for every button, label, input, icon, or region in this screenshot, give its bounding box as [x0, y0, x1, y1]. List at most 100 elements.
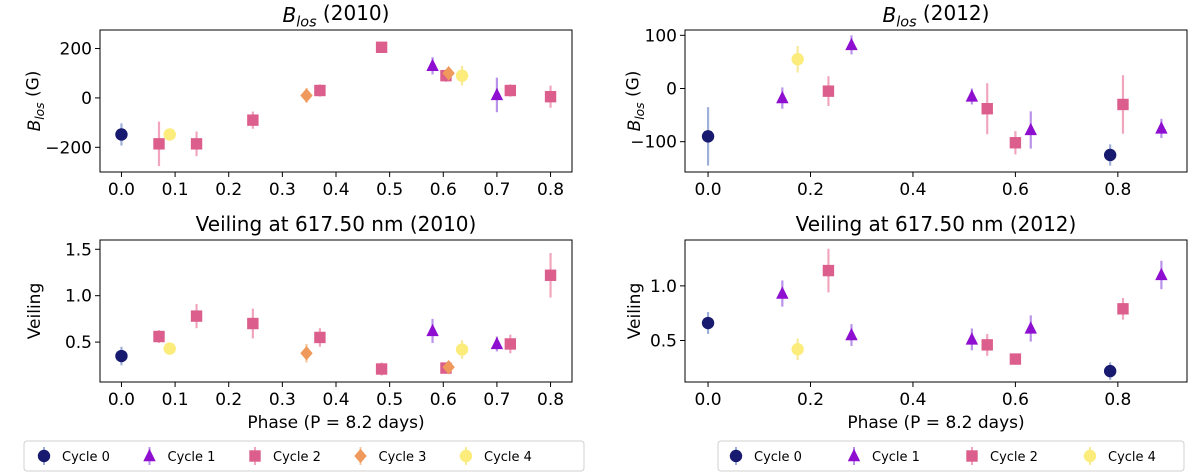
legend-marker	[459, 449, 473, 463]
legend-marker	[37, 449, 51, 463]
series-cycle-3	[300, 343, 455, 375]
panel-title: Veiling at 617.50 nm (2012)	[796, 212, 1077, 236]
legend-entry: Cycle 2	[966, 447, 1038, 465]
y-tick-label: 0.5	[650, 331, 677, 351]
axes-frame	[684, 29, 1188, 173]
data-point	[115, 349, 128, 363]
data-point	[845, 327, 858, 341]
x-tick-label: 0.6	[430, 180, 457, 200]
x-tick-label: 0.8	[1104, 390, 1131, 410]
chart-panel-1: 0.0 0.1 0.2 0.3 0.4 0.5 0.6 0.7 0.8 −200 0 200 Blos …	[23, 1, 573, 200]
legend-1: Cycle 0 Cycle 1 Cycle 2 Cycle 3 Cycle 4	[23, 440, 585, 472]
x-tick-label: 0.2	[215, 180, 242, 200]
y-tick-label: 200	[60, 40, 92, 60]
x-tick-label: 0.8	[1104, 180, 1131, 200]
legend-entry: Cycle 2	[249, 447, 321, 465]
data-point	[776, 90, 789, 104]
y-axis-label: Blos (G)	[23, 71, 46, 132]
data-point	[981, 103, 993, 115]
data-point	[247, 317, 259, 330]
x-tick-label: 0.0	[108, 180, 135, 200]
data-point	[965, 332, 979, 345]
x-tick-label: 0.8	[537, 180, 564, 200]
data-point	[314, 84, 326, 97]
series-cycle-4	[791, 45, 804, 73]
y-tick-label: 100	[645, 26, 677, 46]
data-point	[701, 130, 715, 143]
legend-entry: Cycle 1	[143, 447, 215, 465]
data-point	[115, 128, 128, 141]
series-cycle-1	[776, 35, 1168, 149]
data-point	[190, 138, 203, 150]
data-point	[375, 363, 388, 375]
data-point	[1103, 148, 1117, 162]
axes-frame	[99, 29, 573, 173]
data-point	[791, 53, 804, 66]
data-point	[426, 323, 439, 337]
series-cycle-2	[822, 248, 1129, 365]
data-point	[776, 286, 789, 299]
data-point	[314, 331, 326, 344]
x-tick-label: 0.4	[322, 390, 349, 410]
series-cycle-2	[822, 75, 1129, 155]
x-tick-label: 0.1	[162, 390, 189, 410]
legend-label: Cycle 4	[484, 450, 532, 465]
x-tick-label: 0.2	[797, 180, 824, 200]
data-point	[1103, 364, 1117, 378]
legend-marker	[249, 450, 261, 462]
y-axis-label: Blos (G)	[623, 71, 646, 132]
data-point	[442, 359, 455, 375]
legend-label: Cycle 0	[62, 450, 110, 465]
x-axis-label: Phase (P = 8.2 days)	[247, 413, 424, 433]
y-axis-label: Veiling	[25, 283, 45, 340]
data-point	[300, 88, 313, 103]
y-tick-label: 1.0	[65, 287, 92, 307]
data-point	[822, 264, 835, 277]
data-point	[190, 310, 203, 322]
data-point	[791, 343, 804, 356]
legend-entry: Cycle 3	[354, 447, 426, 465]
legend-entry: Cycle 4	[459, 447, 532, 465]
series-cycle-2	[153, 252, 557, 376]
data-point	[701, 316, 715, 330]
series-cycle-0	[115, 346, 128, 366]
series-cycle-4	[791, 338, 804, 361]
x-tick-label: 0.4	[899, 180, 926, 200]
x-tick-label: 0.5	[376, 180, 403, 200]
data-point	[1024, 321, 1037, 334]
legend-marker	[966, 450, 978, 462]
series-cycle-1	[776, 260, 1168, 351]
data-point	[442, 66, 455, 81]
x-tick-label: 0.1	[162, 180, 189, 200]
panel-title: Blos (2012)	[883, 1, 990, 30]
data-point	[504, 338, 517, 350]
y-tick-label: 1.0	[650, 277, 677, 297]
data-point	[845, 37, 858, 51]
x-tick-label: 0.7	[483, 390, 510, 410]
data-point	[426, 58, 439, 72]
data-point	[490, 336, 504, 350]
data-point	[981, 339, 993, 351]
data-point	[1117, 303, 1129, 315]
legend-label: Cycle 4	[1108, 450, 1156, 465]
legend-label: Cycle 0	[754, 450, 802, 465]
legend-label: Cycle 1	[168, 450, 216, 465]
x-tick-label: 0.3	[269, 180, 296, 200]
data-point	[1155, 121, 1168, 134]
x-tick-label: 0.6	[1002, 180, 1029, 200]
data-point	[1155, 267, 1168, 281]
data-point	[504, 84, 517, 97]
axes-frame	[99, 239, 573, 383]
data-point	[163, 342, 176, 355]
y-tick-label: −100	[630, 133, 677, 153]
legend-entry: Cycle 0	[37, 447, 110, 465]
legend-marker	[143, 448, 156, 462]
series-cycle-3	[300, 66, 455, 103]
x-tick-label: 0.7	[483, 180, 510, 200]
y-tick-label: 0.5	[65, 333, 92, 353]
legend-2: Cycle 0 Cycle 1 Cycle 2 Cycle 4	[717, 440, 1185, 472]
data-point	[1009, 353, 1022, 365]
data-point	[544, 269, 557, 281]
y-tick-label: −200	[45, 138, 92, 158]
